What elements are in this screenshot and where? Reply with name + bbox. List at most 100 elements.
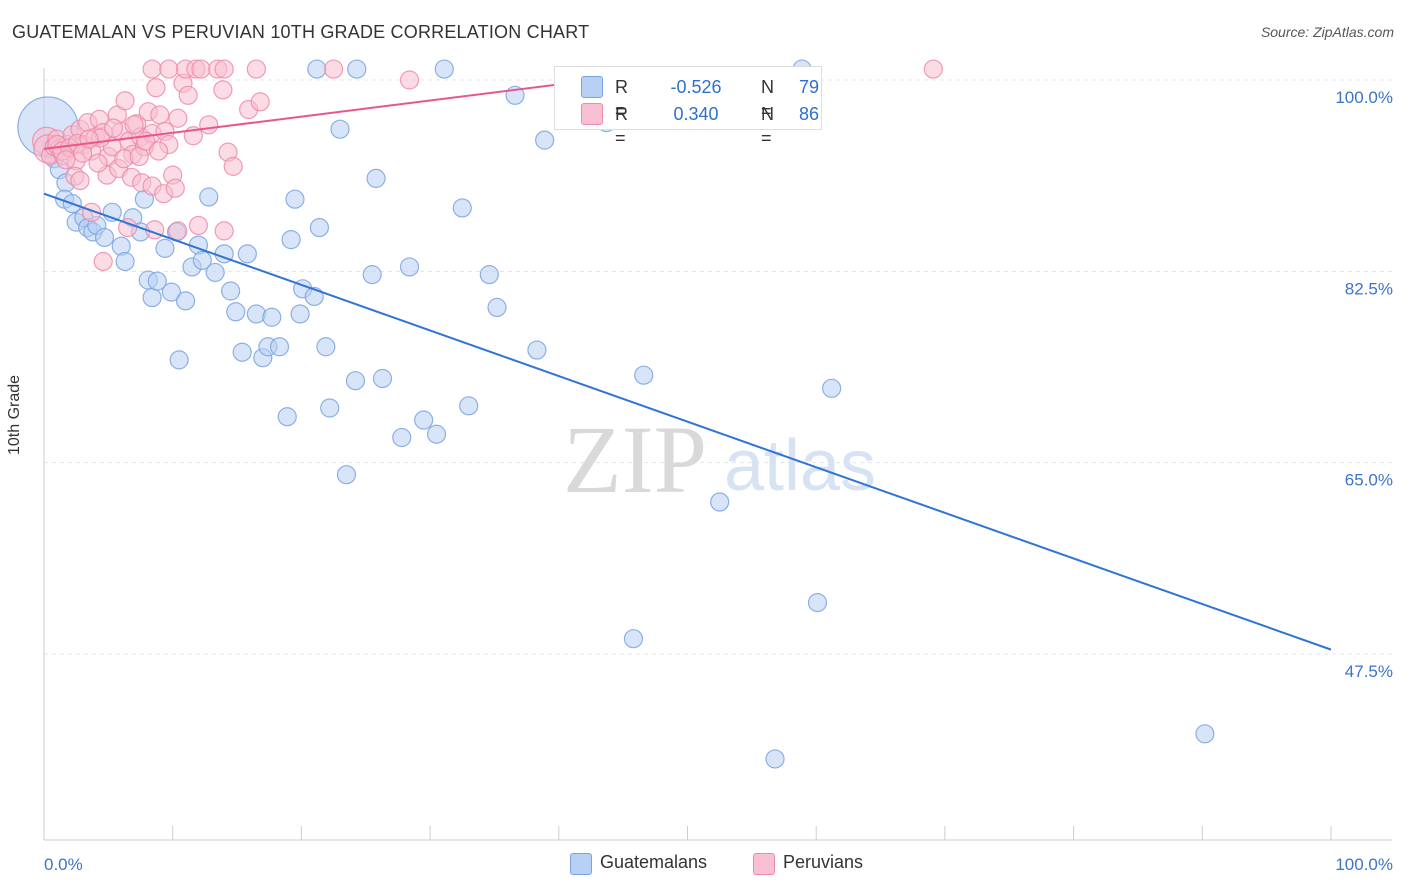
guatemalans-point (765, 749, 785, 769)
peruvians-legend-label: Peruvians (783, 852, 864, 872)
watermark: ZIP atlas (563, 406, 876, 513)
guatemalans-point (147, 271, 167, 291)
peruvians-point (79, 129, 99, 149)
guatemalans-point (169, 350, 189, 370)
guatemalans-point (309, 218, 330, 238)
peruvians-point (214, 59, 234, 79)
peruvians-point (56, 150, 76, 170)
peruvians-point (191, 59, 211, 79)
r-label: R = (615, 77, 628, 121)
guatemalans-point (479, 265, 499, 285)
peruvians-point (146, 78, 166, 98)
tick-labels: 47.5% 65.0% 82.5% 100.0% 0.0% 100.0% (44, 88, 1393, 874)
r-label: R = (615, 104, 628, 148)
peruvians-n-value: 86 (799, 104, 820, 124)
guatemalans-point (414, 410, 434, 430)
guatemalans-point (142, 287, 162, 308)
y-tick-label-1: 65.0% (1345, 471, 1393, 490)
peruvians-legend-swatch (753, 853, 775, 875)
guatemalans-point (281, 230, 301, 250)
peruvians-point (142, 59, 162, 79)
peruvians-point (82, 202, 102, 222)
guatemalans-point (452, 198, 472, 218)
guatemalans-point (392, 427, 412, 448)
guatemalans-point (155, 238, 175, 258)
guatemalans-point (366, 168, 386, 188)
n-label: N = (761, 104, 774, 148)
peruvians-point (213, 80, 233, 100)
chart-source: Source: ZipAtlas.com (1260, 24, 1394, 40)
peruvians-point (168, 108, 188, 128)
peruvians-point (250, 92, 270, 112)
peruvians-point (118, 218, 138, 238)
guatemalans-point (262, 307, 282, 327)
guatemalans-point (199, 187, 219, 207)
guatemalans-point (807, 593, 828, 613)
guatemalans-point (221, 281, 241, 301)
guatemalans-point (205, 262, 225, 283)
peruvians-point (168, 221, 188, 241)
y-tick-label-3: 100.0% (1335, 88, 1393, 107)
guatemalans-point (277, 407, 297, 427)
peruvians-point (124, 115, 144, 135)
guatemalans-point (822, 378, 842, 398)
guatemalans-point (161, 282, 182, 302)
peruvians-point (150, 105, 170, 125)
guatemalans-point (307, 59, 327, 79)
peruvians-point (199, 115, 219, 135)
peruvians-point (103, 118, 124, 138)
guatemalans-point (372, 368, 393, 389)
guatemalans-point (487, 297, 507, 318)
guatemalans-point (336, 465, 357, 485)
peruvians-point (246, 59, 266, 79)
n-label: N = (761, 77, 774, 121)
guatemalans-point (535, 130, 555, 150)
guatemalans-points (17, 59, 1215, 769)
guatemalans-point (246, 304, 266, 324)
guatemalans-point (237, 244, 257, 264)
guatemalans-point (269, 337, 290, 357)
guatemalans-point (94, 227, 115, 248)
peruvians-point (223, 156, 243, 176)
peruvians-point (115, 91, 135, 111)
peruvians-point (159, 59, 179, 79)
peruvians-point (399, 70, 420, 90)
y-tick-label-0: 47.5% (1345, 662, 1393, 681)
guatemalans-point (623, 629, 644, 649)
peruvians-point (70, 170, 90, 191)
watermark-atlas: atlas (724, 426, 876, 506)
guatemalans-swatch (581, 76, 603, 98)
peruvians-point (214, 221, 234, 241)
peruvians-point (323, 59, 344, 79)
x-tick-label-0: 0.0% (44, 855, 83, 874)
peruvians-point (165, 178, 185, 198)
guatemalans-point (362, 265, 382, 285)
guatemalans-point (426, 424, 447, 444)
guatemalans-point (710, 492, 730, 512)
guatemalans-point (634, 365, 654, 385)
peruvians-point (148, 141, 169, 161)
guatemalans-point (115, 251, 135, 272)
y-axis-title: 10th Grade (6, 374, 23, 455)
peruvians-point (188, 215, 209, 236)
guatemalans-point (192, 250, 212, 270)
guatemalans-point (527, 340, 547, 360)
peruvians-point (88, 153, 108, 173)
chart-title: GUATEMALAN VS PERUVIAN 10TH GRADE CORREL… (12, 22, 590, 42)
guatemalans-point (232, 342, 252, 362)
guatemalans-point (330, 119, 350, 139)
peruvians-point (178, 85, 198, 105)
peruvians-swatch (581, 103, 603, 125)
x-tick-label-1: 100.0% (1335, 855, 1393, 874)
watermark-zip: ZIP (563, 406, 707, 513)
guatemalans-point (226, 302, 246, 322)
guatemalans-point (345, 371, 366, 391)
axes (43, 68, 1392, 841)
guatemalans-point (459, 396, 479, 416)
guatemalans-n-value: 79 (799, 77, 820, 97)
guatemalans-point (434, 59, 454, 79)
guatemalans-point (399, 257, 420, 277)
peruvians-point (93, 251, 113, 272)
correlation-legend: R = -0.526 N = 79 R = 0.340 N = 86 (554, 66, 822, 148)
